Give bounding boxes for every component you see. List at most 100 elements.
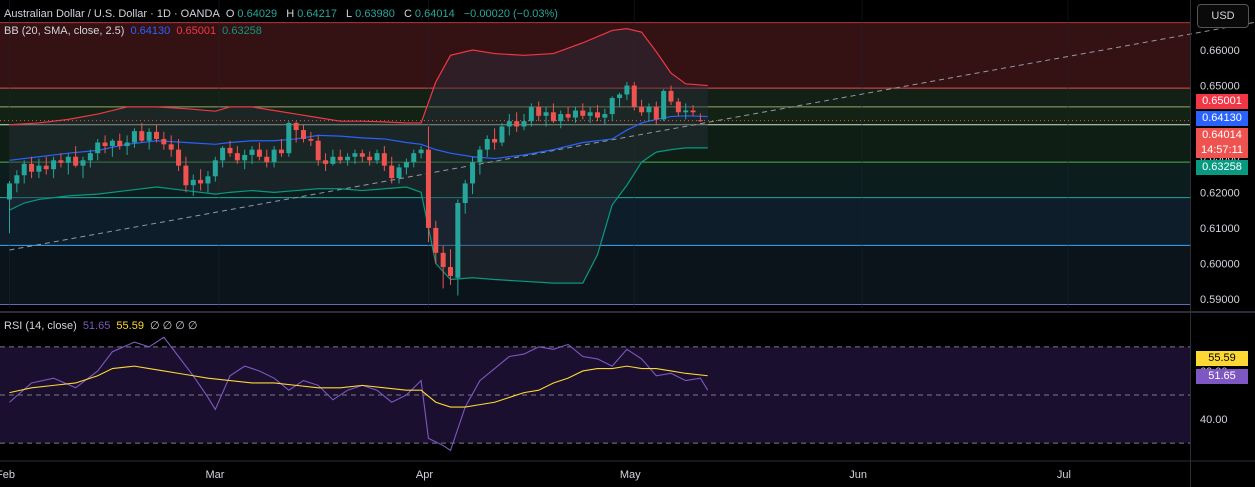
high-label: H: [286, 8, 295, 20]
candle-body: [14, 175, 20, 184]
candle-body: [337, 156, 343, 161]
candle-body: [183, 165, 189, 186]
candle-body: [609, 98, 615, 115]
candle-body: [477, 149, 483, 163]
time-tick-label: Apr: [416, 469, 433, 481]
candle-body: [65, 156, 71, 163]
candle-body: [639, 106, 645, 113]
rsi-ma-line: [9, 365, 708, 408]
candle-body: [675, 101, 681, 113]
candle-body: [345, 156, 351, 161]
candle-body: [301, 130, 306, 139]
candle-body: [602, 114, 608, 118]
rsi-legend-value: 51.65: [82, 320, 111, 332]
candle-body: [455, 203, 461, 278]
price-tick-label: 0.59000: [1200, 294, 1240, 306]
candle-body: [521, 121, 527, 127]
candle-body: [403, 162, 409, 168]
rsi-extra: ∅ ∅ ∅ ∅: [150, 320, 198, 332]
legend-high: H 0.64217: [286, 8, 340, 20]
candle-body: [440, 252, 446, 268]
rsi-label: RSI (14, close): [4, 320, 77, 332]
candle-body: [212, 160, 218, 177]
candle-body: [256, 149, 262, 157]
candle-body: [271, 149, 277, 163]
candle-body: [161, 138, 167, 145]
bb-basis-value: 0.64130: [130, 25, 171, 37]
candle-body: [558, 114, 564, 122]
candle-body: [7, 183, 12, 200]
legend-bb: BB (20, SMA, close, 2.5) 0.64130 0.65001…: [4, 25, 265, 37]
candle-body: [653, 106, 659, 120]
candle-body: [227, 147, 233, 154]
price-tick-label: 0.65000: [1200, 81, 1240, 93]
candle-body: [198, 179, 204, 184]
candle-body: [536, 106, 542, 116]
open-label: O: [225, 8, 235, 20]
candle-body: [139, 131, 145, 141]
candle-body: [80, 160, 86, 166]
price-tick-label: 0.61000: [1200, 223, 1240, 235]
candle-body: [315, 140, 321, 161]
fib-zone: [0, 197, 1190, 246]
candle-body: [352, 153, 358, 157]
candle-body: [514, 121, 520, 127]
candle-body: [411, 153, 417, 163]
candle-body: [470, 162, 476, 184]
time-tick-label: May: [620, 469, 641, 481]
candle-body: [617, 94, 623, 99]
price-badge: 0.64014: [1196, 128, 1248, 143]
candle-body: [580, 110, 586, 116]
candle-body: [58, 160, 64, 163]
candle-body: [249, 149, 255, 155]
candle-body: [220, 147, 226, 161]
candle-body: [433, 227, 439, 253]
low-value: 0.63980: [355, 8, 395, 20]
rsi-badge: 51.65: [1196, 369, 1248, 384]
close-label: C: [403, 8, 412, 20]
legend-close: C 0.64014: [404, 8, 458, 20]
candle-body: [484, 138, 490, 150]
candle-body: [95, 142, 101, 154]
candle-body: [624, 85, 630, 95]
low-label: L: [346, 8, 353, 20]
candle-body: [690, 110, 696, 113]
candle-body: [595, 112, 600, 118]
candle-body: [43, 165, 49, 170]
high-value: 0.64217: [297, 8, 337, 20]
fib-zone: [0, 245, 1190, 305]
price-tick-label: 0.66000: [1200, 45, 1240, 57]
close-value: 0.64014: [414, 8, 455, 20]
time-tick-label: Jul: [1057, 469, 1071, 481]
candle-body: [117, 140, 123, 147]
candle-body: [367, 156, 373, 161]
legend-price: Australian Dollar / U.S. Dollar · 1D · O…: [4, 8, 561, 20]
candle-body: [506, 121, 512, 127]
candle-body: [308, 138, 314, 141]
candle-body: [587, 112, 593, 116]
candle-body: [87, 153, 93, 161]
candle-body: [646, 106, 652, 113]
candle-body: [323, 160, 329, 164]
candle-body: [264, 156, 270, 163]
candle-body: [234, 153, 240, 161]
candle-body: [36, 165, 42, 172]
candle-body: [631, 85, 637, 107]
fib-zone: [0, 22, 1190, 89]
candle-body: [109, 140, 115, 147]
candle-body: [131, 131, 137, 143]
candle-body: [168, 144, 174, 150]
candle-body: [565, 114, 571, 118]
candle-body: [330, 156, 336, 164]
time-tick-label: Jun: [849, 469, 867, 481]
bb-upper-line: [9, 28, 708, 126]
candle-body: [21, 163, 27, 176]
candle-body: [543, 112, 549, 116]
candle-body: [683, 110, 689, 113]
currency-button[interactable]: USD: [1197, 4, 1249, 28]
bb-lower-value: 0.63258: [222, 25, 262, 37]
candle-body: [51, 160, 57, 170]
candle-body: [418, 149, 424, 154]
